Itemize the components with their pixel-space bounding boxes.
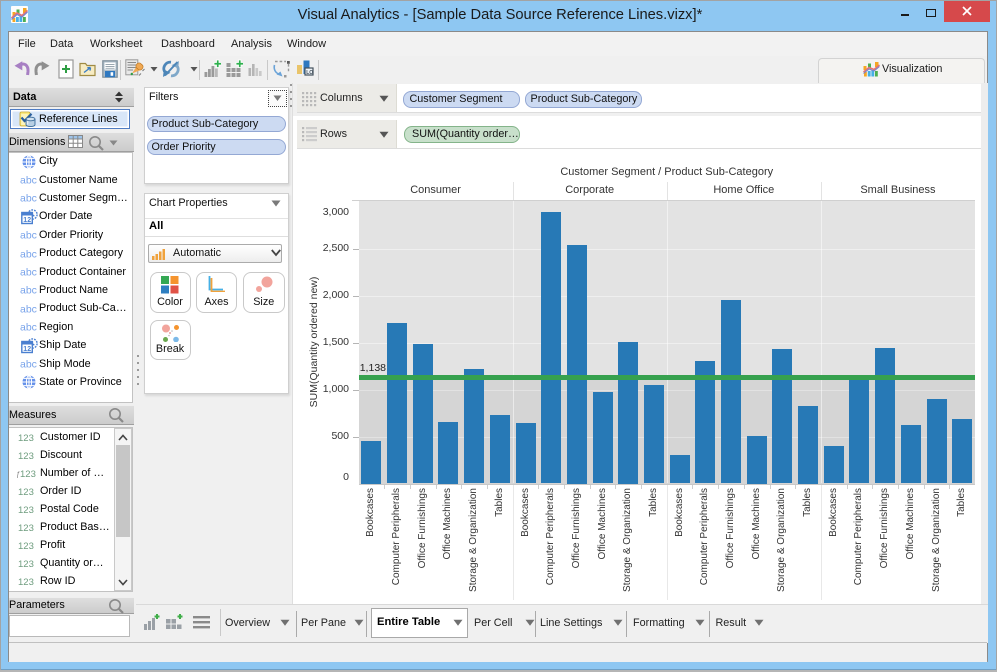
svg-text:LO: LO — [306, 70, 313, 76]
svg-text:12: 12 — [23, 216, 31, 223]
svg-text:123: 123 — [18, 559, 34, 570]
svg-text:abc: abc — [20, 322, 37, 334]
svg-text:12: 12 — [23, 345, 31, 352]
svg-text:123: 123 — [18, 541, 34, 552]
svg-text:123: 123 — [18, 577, 34, 588]
svg-text:abc: abc — [20, 174, 37, 186]
svg-text:123: 123 — [18, 505, 34, 516]
svg-text:abc: abc — [20, 266, 37, 278]
svg-text:abc: abc — [20, 285, 37, 297]
svg-text:abc: abc — [20, 303, 37, 315]
svg-text:abc: abc — [20, 230, 37, 242]
svg-text:ƒ: ƒ — [16, 472, 20, 479]
svg-text:123: 123 — [18, 523, 34, 534]
svg-text:123: 123 — [20, 469, 36, 480]
svg-text:abc: abc — [20, 358, 37, 370]
svg-text:123: 123 — [18, 433, 34, 444]
svg-text:123: 123 — [18, 451, 34, 462]
svg-text:abc: abc — [20, 193, 37, 205]
svg-text:123: 123 — [18, 487, 34, 498]
svg-text:abc: abc — [20, 248, 37, 260]
